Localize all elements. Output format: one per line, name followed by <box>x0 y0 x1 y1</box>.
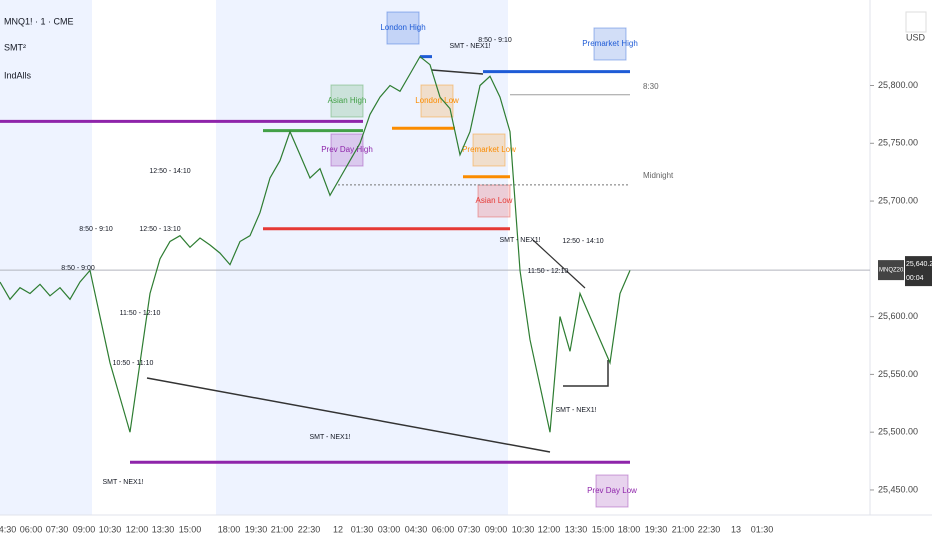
x-tick-label: 09:00 <box>485 524 508 534</box>
x-tick-label: 18:00 <box>218 524 241 534</box>
level-label-bg <box>330 84 364 118</box>
smt-line <box>431 69 484 75</box>
currency-button[interactable] <box>905 11 927 33</box>
level-label-bg <box>595 474 629 508</box>
price-tag: 25,640.25 <box>906 261 932 268</box>
y-tick-label: 25,750.00 <box>878 138 918 148</box>
x-tick-label: 13:30 <box>152 524 175 534</box>
level-label: Premarket Low <box>462 145 516 154</box>
level-label: Asian High <box>328 96 367 105</box>
x-tick-label: 19:30 <box>645 524 668 534</box>
x-tick-label: 18:00 <box>618 524 641 534</box>
price-tag-bg <box>905 256 932 287</box>
session-bg <box>216 0 508 515</box>
annotation: 12:50 - 14:10 <box>562 238 603 245</box>
x-tick-label: 10:30 <box>512 524 535 534</box>
level-label: Prev Day High <box>321 145 373 154</box>
level-label-bg <box>330 133 364 167</box>
symbol: MNQ1! · 1 · CME <box>4 16 74 26</box>
annotation: SMT - NEX1! <box>555 407 596 414</box>
x-tick-label: 21:00 <box>672 524 695 534</box>
countdown: 00:04 <box>906 275 924 282</box>
x-tick-label: 15:00 <box>179 524 202 534</box>
x-tick-label: 22:30 <box>698 524 721 534</box>
annotation: 12:50 - 14:10 <box>149 168 190 175</box>
currency: USD <box>906 32 926 42</box>
x-tick-label: 01:30 <box>351 524 374 534</box>
price-line <box>0 55 631 433</box>
smt-line <box>563 360 609 387</box>
symbol-tag-bg <box>878 260 904 281</box>
level-label-bg <box>472 133 506 167</box>
y-tick-label: 25,700.00 <box>878 195 918 205</box>
indicator: SMT² <box>4 42 26 52</box>
level-label: Asian Low <box>476 196 513 205</box>
level-label: Prev Day Low <box>587 486 637 495</box>
level-label-bg <box>593 27 627 61</box>
x-tick-label: 13 <box>731 524 741 534</box>
x-tick-label: 22:30 <box>298 524 321 534</box>
x-tick-label: 12 <box>333 524 343 534</box>
x-tick-label: 03:00 <box>378 524 401 534</box>
level-label: 8:30 <box>643 82 659 91</box>
x-tick-label: 01:30 <box>751 524 774 534</box>
level-label: Premarket High <box>582 39 638 48</box>
x-tick-label: 04:30 <box>405 524 428 534</box>
smt-line <box>146 377 551 453</box>
level-label: London High <box>380 23 425 32</box>
level-label: Midnight <box>643 171 674 180</box>
x-tick-label: 07:30 <box>46 524 69 534</box>
x-tick-label: 07:30 <box>458 524 481 534</box>
y-tick-label: 25,600.00 <box>878 311 918 321</box>
x-tick-label: 09:00 <box>73 524 96 534</box>
x-tick-label: 19:30 <box>245 524 268 534</box>
level-label-bg <box>420 84 454 118</box>
annotation: 8:50 - 9:10 <box>478 37 512 44</box>
level-label-bg <box>477 184 511 218</box>
x-tick-label: 12:00 <box>538 524 561 534</box>
y-tick-label: 25,550.00 <box>878 369 918 379</box>
annotation: 8:50 - 9:10 <box>79 226 113 233</box>
smt-line <box>532 239 586 289</box>
symbol-tag: MNQZ2025 <box>879 268 911 274</box>
x-tick-label: 06:00 <box>20 524 43 534</box>
annotation: SMT - NEX1! <box>309 434 350 441</box>
annotation: 8:50 - 9:00 <box>61 265 95 272</box>
annotation: SMT - NEX1! <box>102 479 143 486</box>
level-label: London Low <box>415 96 459 105</box>
x-tick-label: 10:30 <box>99 524 122 534</box>
x-tick-label: 06:00 <box>432 524 455 534</box>
x-tick-label: 21:00 <box>271 524 294 534</box>
x-tick-label: 04:30 <box>0 524 16 534</box>
annotation: 12:50 - 13:10 <box>139 226 180 233</box>
level-label-bg <box>386 11 420 45</box>
indicator: IndAlls <box>4 70 32 80</box>
y-tick-label: 25,500.00 <box>878 427 918 437</box>
x-tick-label: 12:00 <box>126 524 149 534</box>
annotation: SMT - NEX1! <box>499 237 540 244</box>
y-tick-label: 25,800.00 <box>878 80 918 90</box>
session-bg <box>0 0 92 515</box>
x-tick-label: 13:30 <box>565 524 588 534</box>
y-tick-label: 25,450.00 <box>878 484 918 494</box>
x-tick-label: 15:00 <box>592 524 615 534</box>
annotation: 10:50 - 11:10 <box>113 360 154 367</box>
annotation: 11:50 - 12:10 <box>528 268 569 275</box>
annotation: SMT - NEX1! <box>449 43 490 50</box>
annotation: 11:50 - 12:10 <box>120 310 161 317</box>
